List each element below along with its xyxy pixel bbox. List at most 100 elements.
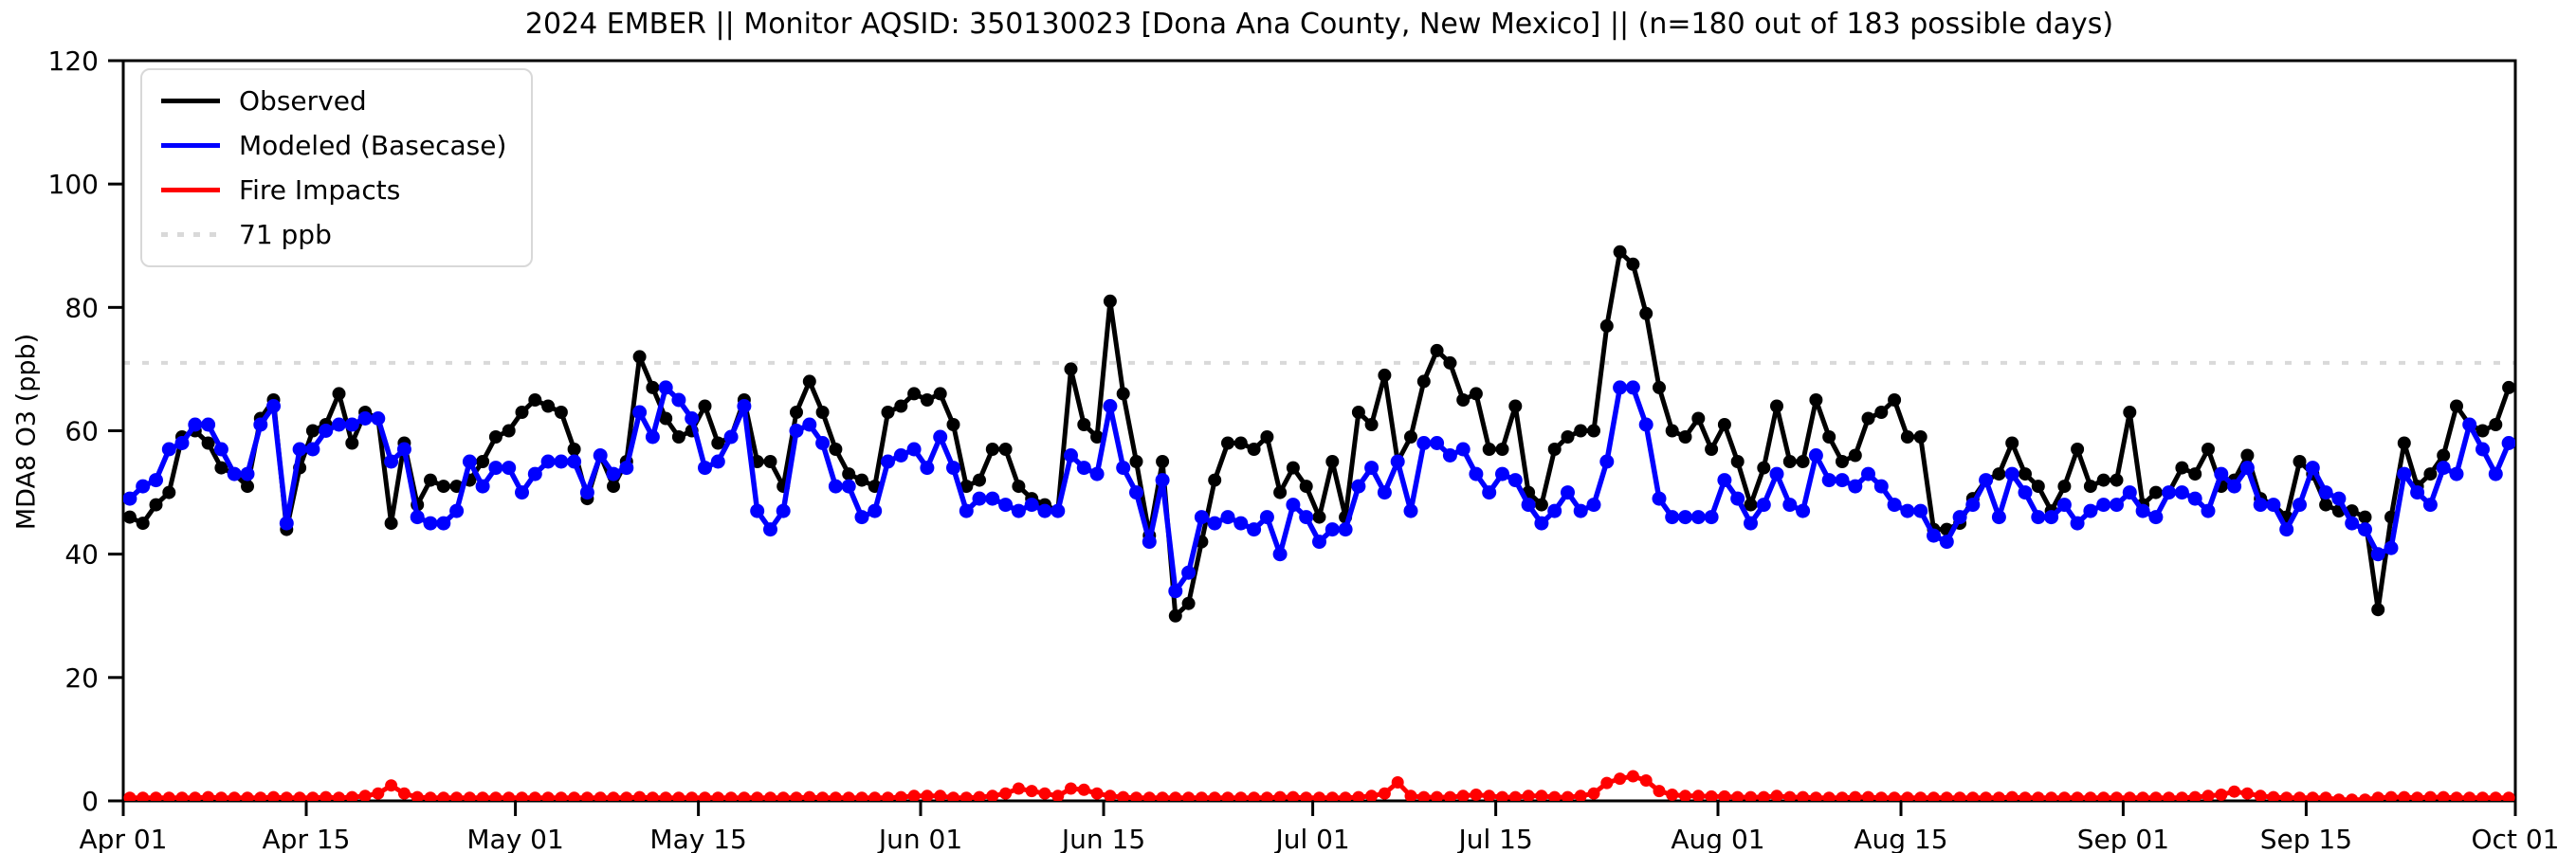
data-point [2476, 424, 2490, 438]
data-point [1940, 791, 1953, 801]
data-point [763, 455, 777, 468]
data-point [1782, 455, 1797, 468]
data-point [1586, 498, 1601, 513]
data-point [710, 454, 725, 469]
data-point [333, 791, 345, 801]
data-point [2280, 791, 2293, 801]
data-point [619, 461, 634, 476]
data-point [1247, 443, 1261, 456]
data-point [1952, 510, 1967, 525]
data-point [2045, 791, 2058, 801]
data-point [1573, 503, 1588, 518]
data-point [2476, 791, 2489, 801]
data-point [2463, 791, 2476, 801]
data-point [201, 417, 216, 432]
fire-impacts-series [123, 770, 2515, 801]
data-point [1064, 362, 1078, 376]
data-point [790, 406, 803, 419]
data-point [541, 399, 556, 413]
data-point [554, 454, 569, 469]
data-point [1717, 418, 1731, 431]
data-point [2096, 473, 2110, 487]
data-point [2110, 473, 2124, 487]
data-point [1848, 448, 1862, 463]
data-point [227, 466, 242, 481]
data-point [1730, 455, 1745, 468]
data-point [959, 791, 973, 801]
data-point [2136, 791, 2149, 801]
data-point [1259, 510, 1274, 525]
data-point [1221, 436, 1234, 450]
data-point [463, 791, 476, 801]
data-point [1797, 790, 1810, 801]
data-point [724, 791, 738, 801]
data-point [1404, 789, 1417, 801]
data-point [1769, 466, 1784, 481]
data-point [1705, 789, 1718, 801]
data-point [1103, 294, 1117, 308]
data-point [685, 411, 700, 426]
data-point [711, 791, 724, 801]
data-point [1168, 608, 1182, 623]
data-point [2148, 485, 2163, 499]
data-point [894, 790, 907, 801]
data-point [1574, 424, 1588, 438]
data-point [1378, 368, 1392, 382]
data-point [476, 791, 489, 801]
data-point [449, 503, 465, 518]
data-point [1521, 498, 1536, 513]
data-point [175, 791, 189, 801]
data-point [1626, 770, 1639, 783]
data-point [1208, 473, 1222, 487]
data-point [293, 791, 306, 801]
data-point [1873, 479, 1889, 494]
data-point [2305, 461, 2320, 476]
data-point [1260, 430, 1274, 444]
data-point [907, 789, 921, 801]
data-point [2005, 790, 2019, 801]
data-point [2162, 485, 2177, 500]
data-point [698, 399, 712, 413]
data-point [1665, 424, 1679, 438]
data-point [763, 522, 777, 537]
data-point [1117, 790, 1130, 801]
data-point [829, 791, 842, 801]
data-point [1025, 785, 1038, 798]
data-point [528, 791, 541, 801]
data-point [1443, 790, 1456, 801]
data-point [567, 443, 581, 456]
data-point [253, 417, 268, 432]
data-point [528, 393, 542, 407]
data-point [1927, 528, 1941, 543]
data-point [1391, 776, 1404, 789]
data-point [1325, 522, 1340, 537]
data-point [2214, 466, 2229, 481]
data-point [1691, 789, 1705, 801]
data-point [685, 791, 699, 801]
data-point [267, 790, 280, 801]
data-point [2502, 380, 2515, 394]
data-point [828, 479, 843, 494]
data-point [776, 791, 790, 801]
data-point [1089, 466, 1105, 481]
data-point [632, 350, 647, 364]
x-tick-label: Oct 01 [2472, 824, 2560, 853]
data-point [1220, 510, 1235, 525]
data-point [868, 791, 882, 801]
data-point [1169, 791, 1182, 801]
data-point [2240, 787, 2254, 800]
data-point [2057, 791, 2071, 801]
legend-label-observed: Observed [239, 85, 367, 117]
data-point [1626, 257, 1640, 271]
data-point [292, 442, 307, 457]
data-point [1116, 461, 1131, 476]
data-point [2110, 791, 2123, 801]
data-point [240, 466, 255, 481]
data-point [2384, 790, 2398, 801]
data-point [1913, 503, 1928, 518]
data-point [1900, 430, 1914, 444]
data-point [1888, 393, 1902, 407]
data-point [1705, 443, 1719, 456]
data-point [1065, 782, 1077, 795]
data-point [2123, 791, 2136, 801]
